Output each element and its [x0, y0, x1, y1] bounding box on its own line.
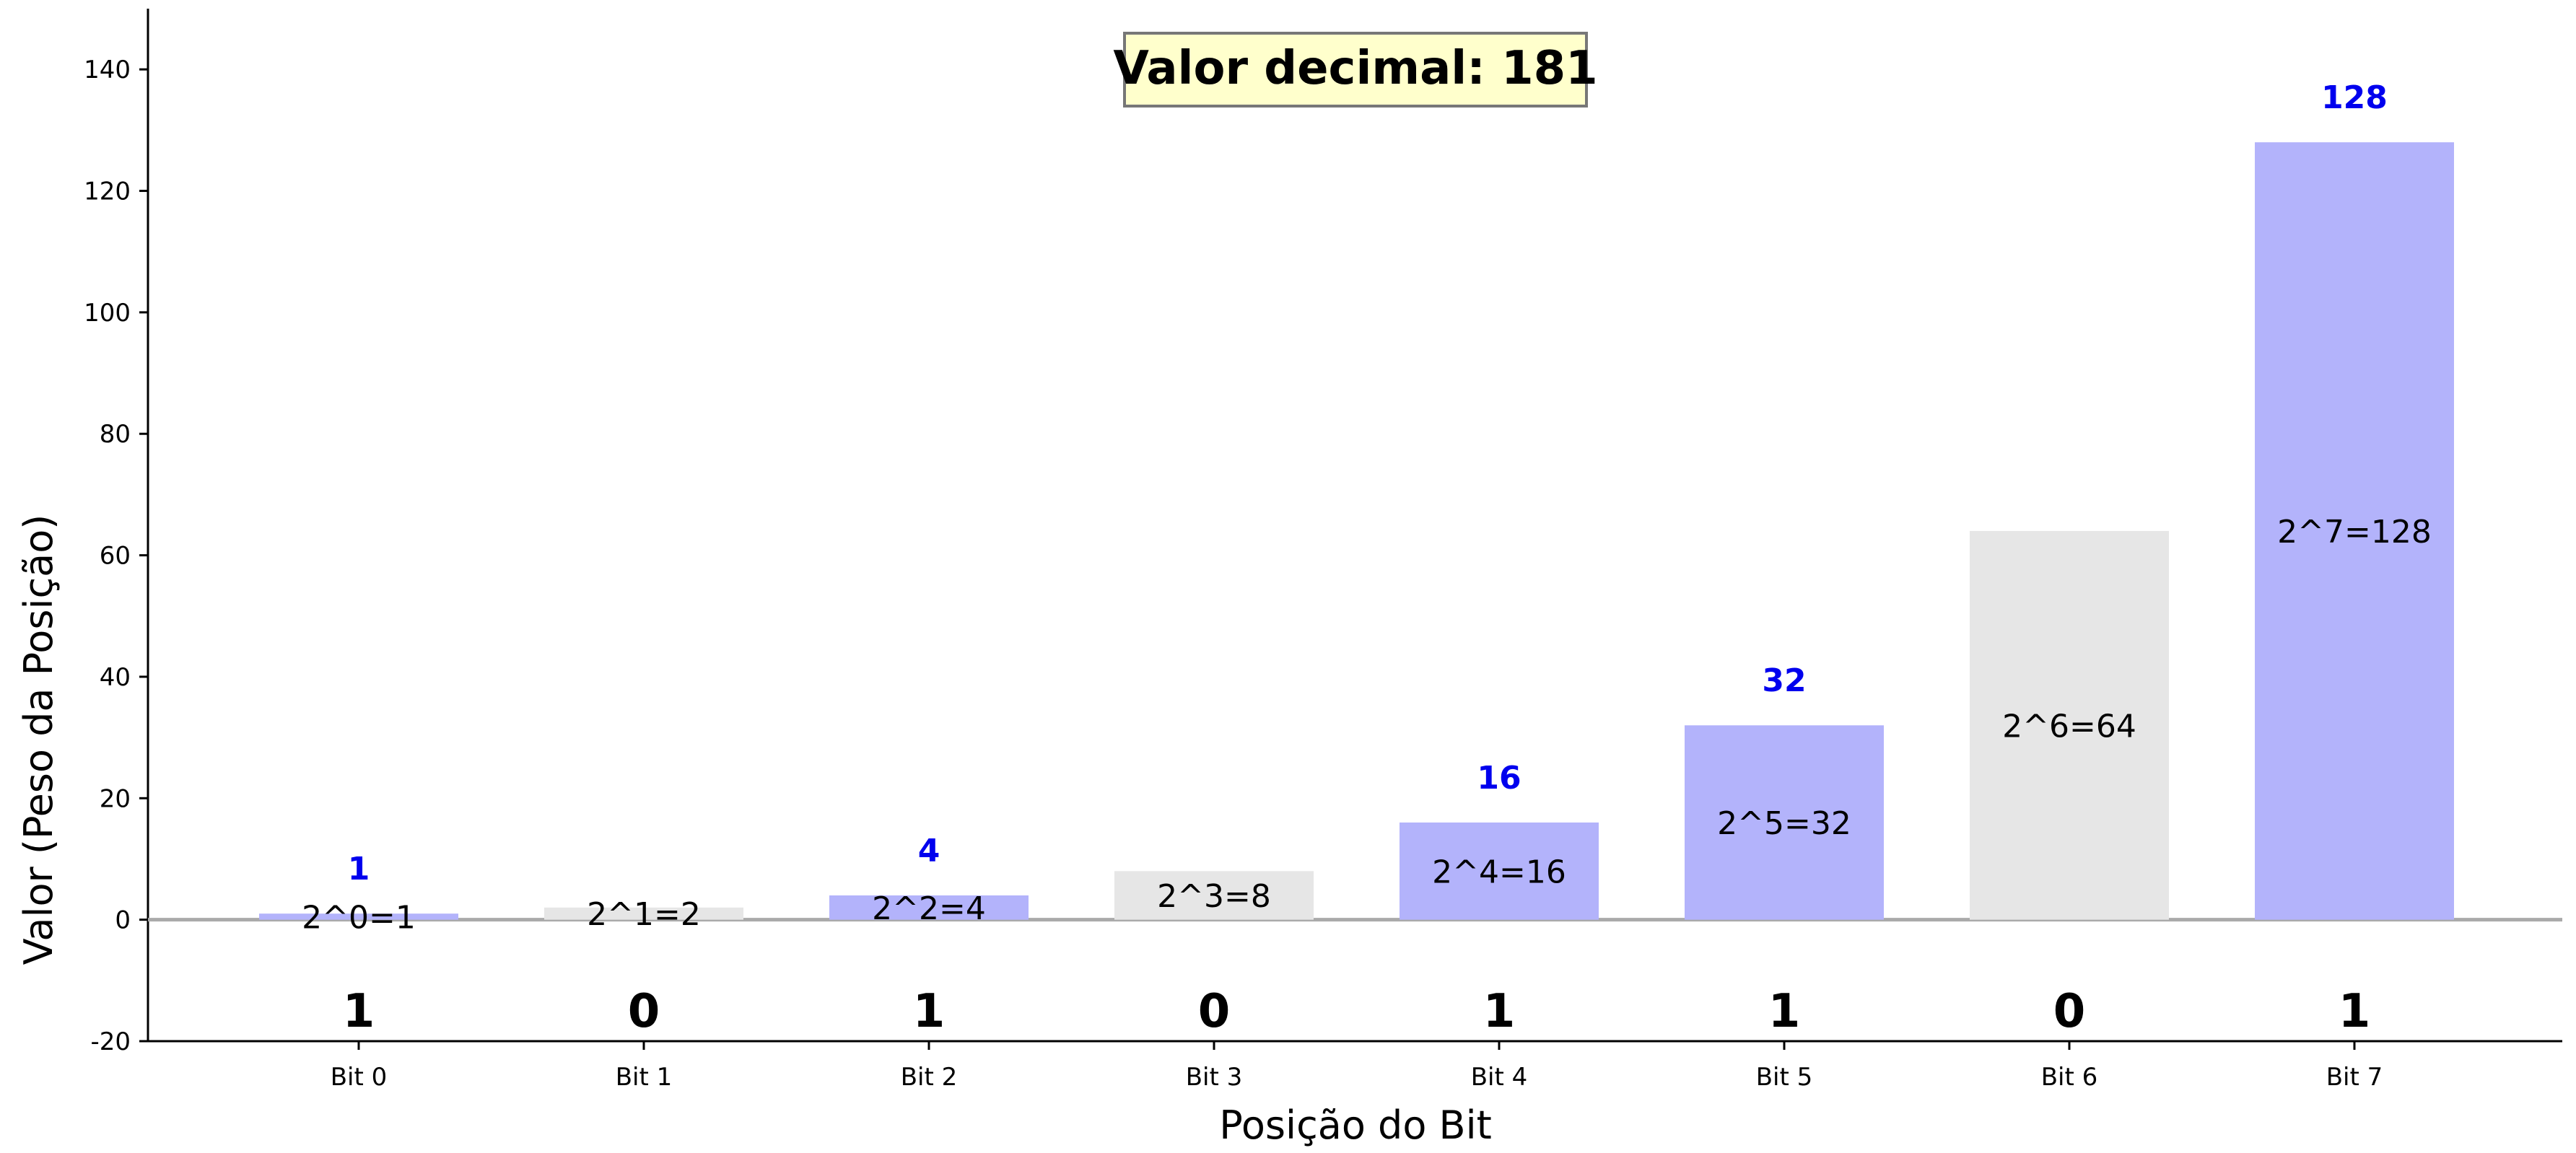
- x-tick-label: Bit 2: [901, 1063, 958, 1092]
- x-tick-label: Bit 3: [1186, 1063, 1243, 1092]
- bit-value-label: 1: [2339, 985, 2371, 1038]
- bar-weight-label: 2^6=64: [2002, 708, 2136, 745]
- x-tick-label: Bit 7: [2326, 1063, 2383, 1092]
- bar-weight-label: 2^5=32: [1717, 805, 1851, 842]
- bar-weight-label: 2^7=128: [2277, 514, 2432, 551]
- y-tick-label: 20: [100, 784, 131, 813]
- chart-title: Valor decimal: 181: [1113, 42, 1597, 95]
- y-tick-label: 100: [84, 299, 131, 328]
- bar-value-label: 1: [348, 851, 370, 887]
- bar-weight-label: 2^3=8: [1157, 878, 1271, 915]
- bar-weight-label: 2^2=4: [872, 890, 986, 927]
- bar-value-label: 16: [1477, 760, 1521, 797]
- x-tick-label: Bit 0: [331, 1063, 388, 1092]
- x-tick-label: Bit 6: [2041, 1063, 2098, 1092]
- bars-layer: [259, 142, 2454, 919]
- y-tick-label: 140: [84, 56, 131, 84]
- bit-value-label: 0: [2053, 985, 2086, 1038]
- x-tick-label: Bit 1: [616, 1063, 673, 1092]
- y-tick-label: 0: [115, 906, 131, 935]
- bit-value-label: 0: [628, 985, 660, 1038]
- y-tick-label: 120: [84, 177, 131, 206]
- x-axis-label: Posição do Bit: [1219, 1102, 1492, 1148]
- title-box: Valor decimal: 181: [1113, 33, 1597, 106]
- bit-value-label: 1: [913, 985, 946, 1038]
- y-tick-label: 40: [100, 663, 131, 692]
- bit-value-label: 1: [1768, 985, 1801, 1038]
- bit-value-label: 0: [1198, 985, 1231, 1038]
- x-tick-label: Bit 5: [1756, 1063, 1813, 1092]
- bit-value-label: 1: [1483, 985, 1516, 1038]
- bar-weight-label: 2^4=16: [1432, 854, 1566, 890]
- bar-weight-label: 2^1=2: [587, 896, 701, 933]
- x-tick-label: Bit 4: [1471, 1063, 1528, 1092]
- bar-value-label: 4: [918, 833, 940, 869]
- bar-weight-label: 2^0=1: [302, 899, 416, 936]
- bar-value-label: 32: [1762, 662, 1806, 699]
- y-tick-label: 60: [100, 542, 131, 571]
- bit-value-label: 1: [343, 985, 375, 1038]
- y-axis-label: Valor (Peso da Posição): [16, 514, 61, 965]
- y-tick-label: 80: [100, 420, 131, 449]
- bar-value-label: 128: [2321, 79, 2388, 116]
- y-tick-label: -20: [90, 1027, 131, 1056]
